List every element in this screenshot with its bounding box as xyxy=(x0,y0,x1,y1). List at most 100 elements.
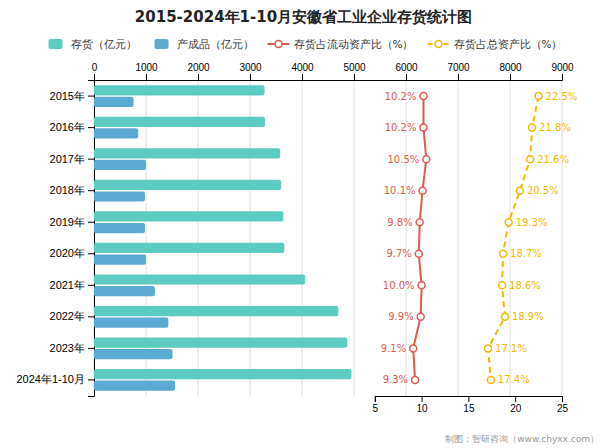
tick-label: 4000 xyxy=(291,62,314,73)
bar xyxy=(94,254,146,264)
data-label: 9.9% xyxy=(388,311,413,322)
tick: 2023年 xyxy=(50,342,94,354)
data-label: 9.8% xyxy=(387,217,412,228)
tick: 25 xyxy=(557,396,569,414)
point xyxy=(500,250,507,257)
tick-mark xyxy=(468,396,469,402)
tick-mark xyxy=(88,348,94,349)
bar xyxy=(94,97,134,107)
data-label: 18.6% xyxy=(509,280,541,291)
tick: 10 xyxy=(417,396,429,414)
point xyxy=(419,187,426,194)
tick-label: 20 xyxy=(510,403,522,414)
tick: 2024年1-10月 xyxy=(17,373,95,385)
tick-label: 2020年 xyxy=(50,247,85,259)
point xyxy=(499,282,506,289)
point xyxy=(416,219,423,226)
tick-label: 25 xyxy=(557,403,569,414)
tick-label: 5 xyxy=(373,403,379,414)
point xyxy=(485,345,492,352)
point xyxy=(415,250,422,257)
axis-domain xyxy=(375,397,562,403)
point xyxy=(420,93,427,100)
bar xyxy=(94,191,145,201)
grid-line xyxy=(198,80,199,396)
tick: 2016年 xyxy=(50,121,94,133)
tick-mark xyxy=(422,396,423,402)
point xyxy=(423,156,430,163)
line xyxy=(488,96,539,380)
y-axis: 2015年2016年2017年2018年2019年2020年2021年2022年… xyxy=(17,81,95,397)
point xyxy=(501,313,508,320)
tick: 2015年 xyxy=(50,90,94,102)
data-label: 17.1% xyxy=(495,343,527,354)
data-label: 9.7% xyxy=(386,248,411,259)
data-label: 21.6% xyxy=(537,154,569,165)
grid-line xyxy=(250,80,251,396)
tick-mark xyxy=(88,96,94,97)
data-label: 20.5% xyxy=(527,185,559,196)
tick-mark xyxy=(88,127,94,128)
legend-label: 存货占总资产比（%） xyxy=(454,38,563,50)
data-label: 9.3% xyxy=(383,374,408,385)
legend-swatch xyxy=(155,39,169,49)
tick-mark xyxy=(510,74,511,80)
tick-label: 0 xyxy=(92,62,98,73)
tick-label: 15 xyxy=(463,403,475,414)
line xyxy=(413,96,426,380)
point xyxy=(417,313,424,320)
bar xyxy=(94,337,347,347)
grid-line xyxy=(458,80,459,396)
tick-mark xyxy=(250,74,251,80)
tick-label: 2015年 xyxy=(50,90,85,102)
point xyxy=(418,282,425,289)
title: 2015-2024年1-10月安徽省工业企业存货统计图 xyxy=(135,8,472,26)
tick-mark xyxy=(515,396,516,402)
point xyxy=(420,124,427,131)
data-label: 18.7% xyxy=(510,248,542,259)
data-label: 10.2% xyxy=(385,91,417,102)
bar xyxy=(94,243,284,253)
chart: 2015-2024年1-10月安徽省工业企业存货统计图0100020003000… xyxy=(0,0,607,448)
tick-mark xyxy=(146,74,147,80)
tick: 20 xyxy=(510,396,522,414)
tick-mark xyxy=(562,396,563,402)
tick-mark xyxy=(406,74,407,80)
tick-mark xyxy=(88,316,94,317)
tick: 8000 xyxy=(499,62,522,80)
point xyxy=(535,93,542,100)
tick-label: 6000 xyxy=(395,62,418,73)
bar xyxy=(94,349,173,359)
bar xyxy=(94,223,145,233)
grid-line xyxy=(354,80,355,396)
bar xyxy=(94,369,351,379)
data-label: 19.3% xyxy=(516,217,548,228)
tick: 15 xyxy=(463,396,475,414)
tick-label: 2024年1-10月 xyxy=(17,373,86,385)
tick-label: 5000 xyxy=(343,62,366,73)
tick: 3000 xyxy=(239,62,262,80)
tick: 5 xyxy=(373,396,379,414)
legend-item: 存货占流动资产比（%） xyxy=(268,38,414,50)
tick: 5000 xyxy=(343,62,366,80)
y2-axis: 5 10 15 20 25 xyxy=(373,396,569,414)
data-label: 9.1% xyxy=(381,343,406,354)
tick-mark xyxy=(354,74,355,80)
tick-label: 2016年 xyxy=(50,121,85,133)
tick-mark xyxy=(375,396,376,402)
point xyxy=(529,124,536,131)
tick-label: 2021年 xyxy=(50,279,85,291)
tick: 0 xyxy=(92,62,98,80)
tick-label: 9000 xyxy=(551,62,574,73)
marks xyxy=(94,85,542,391)
tick: 2018年 xyxy=(50,184,94,196)
tick-label: 2000 xyxy=(187,62,210,73)
bar xyxy=(94,117,265,127)
data-label: 18.9% xyxy=(512,311,544,322)
tick-label: 2018年 xyxy=(50,184,85,196)
annotation: 制图：智研咨询（www.chyxx.com） xyxy=(445,434,599,444)
bar xyxy=(94,274,305,284)
axis-domain xyxy=(95,74,563,81)
tick-mark xyxy=(198,74,199,80)
tick-mark xyxy=(94,74,95,80)
